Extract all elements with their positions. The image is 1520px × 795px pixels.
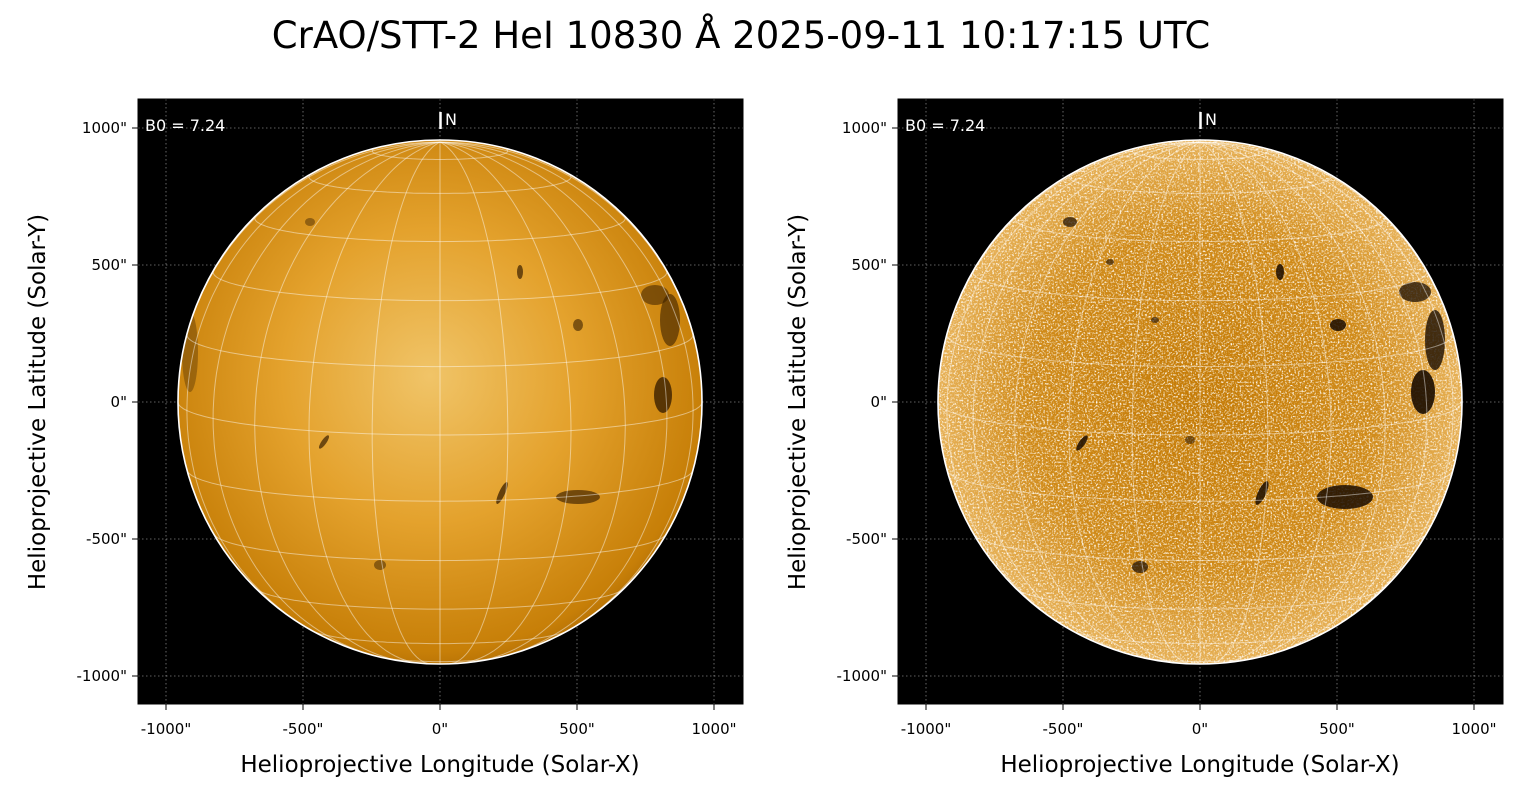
north-label: N [1205,110,1217,129]
latitude-line [1072,630,1328,645]
y-tick-label: -1000" [77,667,128,685]
latitude-line [212,269,668,302]
y-tick-label: -500" [846,530,887,548]
y-tick-label: 1000" [842,119,887,137]
longitude-line [972,141,1201,657]
latitude-line [1016,588,1384,610]
longitude-line [1199,141,1428,657]
solar-disk-plot: N B0 = 7.24 -1000" -500" 0" 500" 1000" 1… [77,98,744,738]
x-tick-label: -1000" [901,720,952,738]
tick-marks [892,127,1475,710]
x-tick-label: -500" [283,720,324,738]
latitude-line [371,146,509,160]
x-tick-label: 1000" [1451,720,1496,738]
solar-disk [178,140,702,664]
latitude-line [308,173,572,194]
solar-image-panel-standard: Helioprojective Latitude (Solar-Y) Helio… [25,98,744,778]
solar-disk-plot: N B0 = 7.24 -1000" -500" 0" 500" 1000" 1… [837,98,1504,738]
x-tick-label: 0" [432,720,448,738]
longitude-line [439,141,668,657]
longitude-line [439,141,572,664]
latitude-line [946,334,1454,368]
b0-annotation: B0 = 7.24 [905,116,985,135]
x-tick-label: -500" [1043,720,1084,738]
y-tick-label: 500" [91,256,127,274]
x-axis-label: Helioprojective Longitude (Solar-X) [1000,752,1400,778]
latitude-line [1014,215,1386,243]
y-tick-label: -500" [86,530,127,548]
longitude-line [254,141,441,662]
latitude-line [312,630,568,645]
y-tick-label: 1000" [82,119,127,137]
dark-features [182,218,680,570]
b0-annotation: B0 = 7.24 [145,116,225,135]
latitude-line [186,470,694,502]
latitude-line [186,334,694,368]
latitude-line [972,269,1428,302]
latitude-line [254,215,626,243]
latitude-longitude-grid [938,141,1462,664]
bright-network-texture [938,140,1462,664]
longitude-line [439,141,626,662]
latitude-line [178,401,702,436]
latitude-line [938,401,1462,436]
longitude-line [371,141,441,664]
figure-title: CrAO/STT-2 HeI 10830 Å 2025-09-11 10:17:… [271,14,1211,57]
x-tick-label: 500" [559,720,595,738]
latitude-line [1068,173,1332,194]
y-tick-label: 0" [871,393,887,411]
x-tick-label: 1000" [691,720,736,738]
longitude-line [1199,141,1454,636]
longitude-line [186,141,441,636]
x-tick-label: 500" [1319,720,1355,738]
longitude-line [1014,141,1201,662]
x-axis-label: Helioprojective Longitude (Solar-X) [240,752,640,778]
north-label: N [445,110,457,129]
latitude-line [1131,146,1269,160]
latitude-line [256,588,624,610]
longitude-line [1199,141,1269,664]
solar-image-panel-enhanced: Helioprojective Latitude (Solar-Y) Helio… [760,0,1520,795]
longitude-line [212,141,441,657]
y-tick-label: -1000" [837,667,888,685]
longitude-line [946,141,1201,636]
tick-marks [132,127,715,710]
x-tick-label: -1000" [141,720,192,738]
dark-features [1063,217,1445,573]
longitude-line [1068,141,1201,664]
longitude-line [1131,141,1201,664]
x-tick-label: 0" [1192,720,1208,738]
longitude-line [439,141,509,664]
longitude-line [1199,141,1386,662]
latitude-line [946,470,1454,502]
longitude-line [308,141,441,664]
y-tick-label: 0" [111,393,127,411]
limb-circle [177,139,703,665]
limb-circle [937,139,1463,665]
latitude-line [213,534,667,562]
y-tick-label: 500" [851,256,887,274]
latitude-longitude-grid [178,141,702,664]
latitude-line [973,534,1427,562]
longitude-line [439,141,694,636]
longitude-line [1199,141,1332,664]
